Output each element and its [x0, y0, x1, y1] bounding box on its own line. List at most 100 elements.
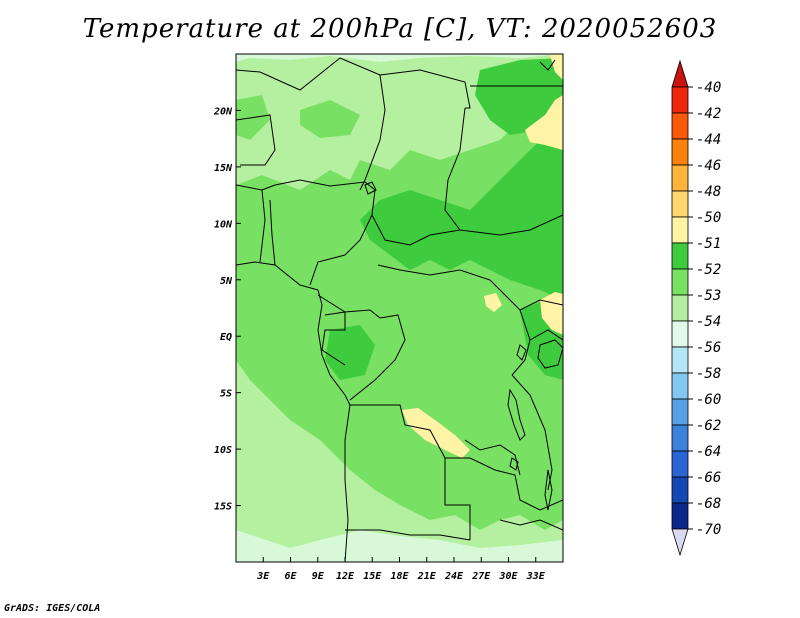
border-algeria-niger	[236, 57, 341, 91]
colorbar-swatch	[671, 424, 689, 452]
colorbar-swatch	[671, 138, 689, 166]
colorbar-label: -58	[696, 366, 721, 382]
lon-tick-label: 30E	[498, 571, 518, 582]
lon-tick-label: 3E	[256, 571, 270, 582]
colorbar-swatch	[671, 346, 689, 374]
border-angola-namibia	[345, 529, 471, 541]
lat-tick-label: 5N	[220, 276, 233, 287]
lon-tick-label: 6E	[284, 571, 297, 582]
red-sea-coast	[539, 59, 556, 71]
lon-tick-label: 33E	[526, 571, 546, 582]
border-car-drc	[377, 264, 501, 291]
colorbar-label: -44	[696, 132, 721, 148]
lat-tick-label: 10S	[214, 445, 232, 456]
border-libya	[339, 57, 471, 109]
colorbar-swatch	[671, 164, 689, 192]
colorbar-swatch	[671, 242, 689, 270]
lon-tick-label: 27E	[471, 571, 491, 582]
border-south-sudan-drc	[499, 289, 563, 311]
coastline-west	[317, 289, 351, 562]
lat-tick-label: 5S	[220, 389, 232, 400]
colorbar-swatch	[671, 112, 689, 140]
border-congo-drc	[349, 314, 406, 401]
colorbar-swatch	[671, 268, 689, 296]
lon-tick-label: 15E	[363, 571, 382, 582]
border-sudan-south-sudan	[459, 214, 563, 236]
lat-tick-label: 10N	[214, 219, 233, 230]
field-region-52	[236, 80, 563, 530]
border-burkina	[236, 184, 276, 191]
colorbar-label: -60	[696, 392, 721, 408]
border-kenya-uganda	[529, 329, 563, 341]
colorbar-swatch	[671, 216, 689, 244]
field-patch-50-ne-tip	[550, 54, 563, 80]
border-cameroon-gabon	[317, 294, 381, 319]
field-patch-51-congo	[325, 325, 375, 380]
colorbar-label: -48	[696, 184, 721, 200]
lat-tick-label: EQ	[220, 332, 232, 343]
colorbar: -40 -42 -44 -46 -48 -50 -51 -52 -53 -54 -56 -58 -60 -…	[671, 59, 721, 557]
lat-tick-label: 15S	[214, 502, 232, 513]
lat-axis: 20N 15N 10N 5N EQ 5S 10S 15S	[213, 106, 241, 513]
colorbar-swatch	[671, 86, 689, 114]
colorbar-label: -50	[696, 210, 721, 226]
border-zambia-east	[514, 474, 563, 511]
field-patch-52-north	[300, 100, 360, 138]
border-mali-niger	[236, 114, 276, 166]
field-layer	[236, 54, 563, 562]
colorbar-swatch	[671, 398, 689, 426]
colorbar-label: -52	[696, 262, 721, 278]
country-borders	[236, 57, 563, 541]
colorbar-label: -40	[696, 80, 721, 96]
colorbar-label: -70	[696, 522, 721, 538]
field-patch-51-northeast	[475, 58, 563, 135]
colorbar-label: -56	[696, 340, 721, 356]
coastlines	[317, 59, 563, 562]
colorbar-top-arrow	[671, 59, 689, 88]
lon-tick-label: 21E	[417, 571, 437, 582]
lon-tick-label: 12E	[336, 571, 355, 582]
border-ghana-togo	[259, 189, 266, 263]
chart-title: Temperature at 200hPa [C], VT: 202005260…	[82, 14, 718, 44]
colorbar-swatch	[671, 502, 689, 530]
border-drc-uganda	[511, 309, 531, 376]
border-niger-chad	[359, 74, 386, 191]
colorbar-label: -54	[696, 314, 721, 330]
lon-tick-label: 9E	[312, 571, 325, 582]
colorbar-label: -66	[696, 470, 721, 486]
colorbar-bottom-arrow	[671, 528, 689, 557]
lat-tick-label: 20N	[213, 106, 233, 117]
field-patch-50-central	[484, 293, 502, 312]
colorbar-label: -68	[696, 496, 721, 512]
lake-tanganyika	[507, 388, 526, 441]
colorbar-swatch	[671, 190, 689, 218]
field-patch-50-east	[540, 292, 563, 335]
lake-albert	[516, 344, 527, 361]
border-gabon-congo	[321, 311, 346, 366]
colorbar-swatch	[671, 476, 689, 504]
border-benin-nigeria	[269, 199, 276, 266]
border-niger-nigeria	[274, 179, 376, 191]
border-tanzania	[511, 374, 553, 491]
border-nigeria-cameroon	[309, 189, 376, 286]
lon-tick-label: 18E	[390, 571, 409, 582]
colorbar-swatch	[671, 294, 689, 322]
border-drc-angola	[350, 404, 516, 476]
lon-tick-label: 24E	[444, 571, 464, 582]
grads-credit: GrADS: IGES/COLA	[4, 603, 101, 614]
lake-mweru	[509, 457, 519, 471]
lon-axis: 3E 6E 9E 12E 15E 18E 21E 24E 27E 30E 33E	[256, 557, 546, 582]
colorbar-label: -62	[696, 418, 721, 434]
border-angola-zambia	[444, 458, 471, 540]
colorbar-label: -53	[696, 288, 721, 304]
border-mozambique	[499, 519, 563, 531]
lat-tick-label: 15N	[214, 163, 233, 174]
colorbar-label: -46	[696, 158, 721, 174]
colorbar-swatch	[671, 372, 689, 400]
lake-chad	[364, 181, 377, 195]
field-patch-50-south	[402, 408, 470, 458]
colorbar-swatch	[671, 320, 689, 348]
field-region-51	[360, 120, 563, 300]
lake-victoria	[537, 339, 563, 369]
